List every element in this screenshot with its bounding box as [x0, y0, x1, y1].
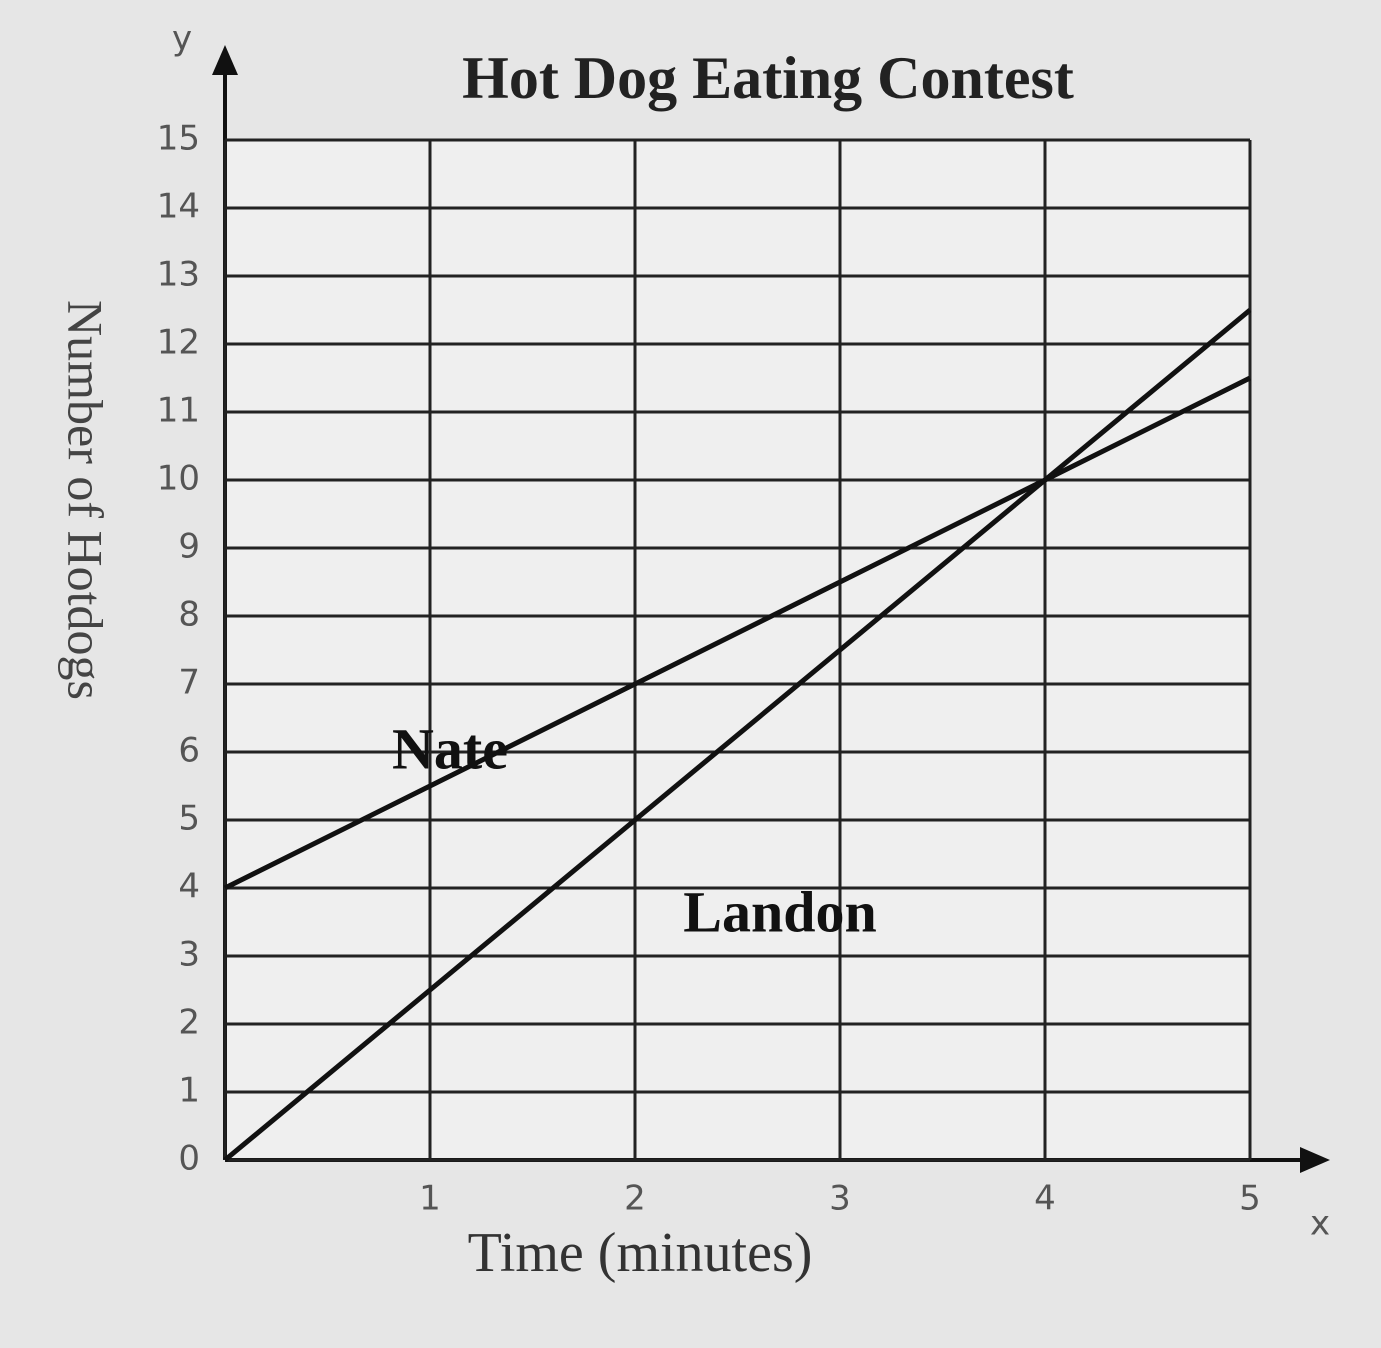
series-line [223, 375, 1252, 891]
y-tick-label: 7 [178, 663, 200, 703]
plot-area [225, 140, 1250, 1160]
x-tick-label: 5 [1239, 1179, 1261, 1219]
x-axis-label: Time (minutes) [468, 1222, 813, 1284]
y-tick-label: 11 [157, 391, 200, 431]
y-tick-label: 9 [178, 527, 200, 567]
y-tick-label: 0 [178, 1139, 200, 1179]
y-tick-label: 10 [157, 459, 200, 499]
y-tick-label: 8 [178, 595, 200, 635]
y-tick-label: 4 [178, 867, 200, 907]
chart-title: Hot Dog Eating Contest [462, 45, 1074, 111]
y-tick-label: 5 [178, 799, 200, 839]
x-tick-label: 1 [419, 1179, 441, 1219]
y-tick-label: 6 [178, 731, 200, 771]
y-tick-label: 12 [157, 323, 200, 363]
x-tick-label: 2 [624, 1179, 646, 1219]
x-tick-label: 4 [1034, 1179, 1056, 1219]
x-axis-symbol: x [1310, 1204, 1330, 1244]
y-tick-label: 15 [157, 119, 200, 159]
y-arrow [212, 45, 238, 75]
y-tick-label: 1 [178, 1071, 200, 1111]
y-axis-label: Number of Hotdogs [58, 300, 114, 700]
y-tick-label: 13 [157, 255, 200, 295]
series-line [223, 308, 1252, 1162]
series-label: Landon [683, 879, 876, 944]
y-tick-label: 14 [157, 187, 200, 227]
x-tick-label: 3 [829, 1179, 851, 1219]
x-arrow [1300, 1147, 1330, 1173]
series-label: Nate [392, 716, 508, 781]
y-tick-label: 2 [178, 1003, 200, 1043]
y-axis-symbol: y [172, 19, 192, 59]
y-tick-label: 3 [178, 935, 200, 975]
